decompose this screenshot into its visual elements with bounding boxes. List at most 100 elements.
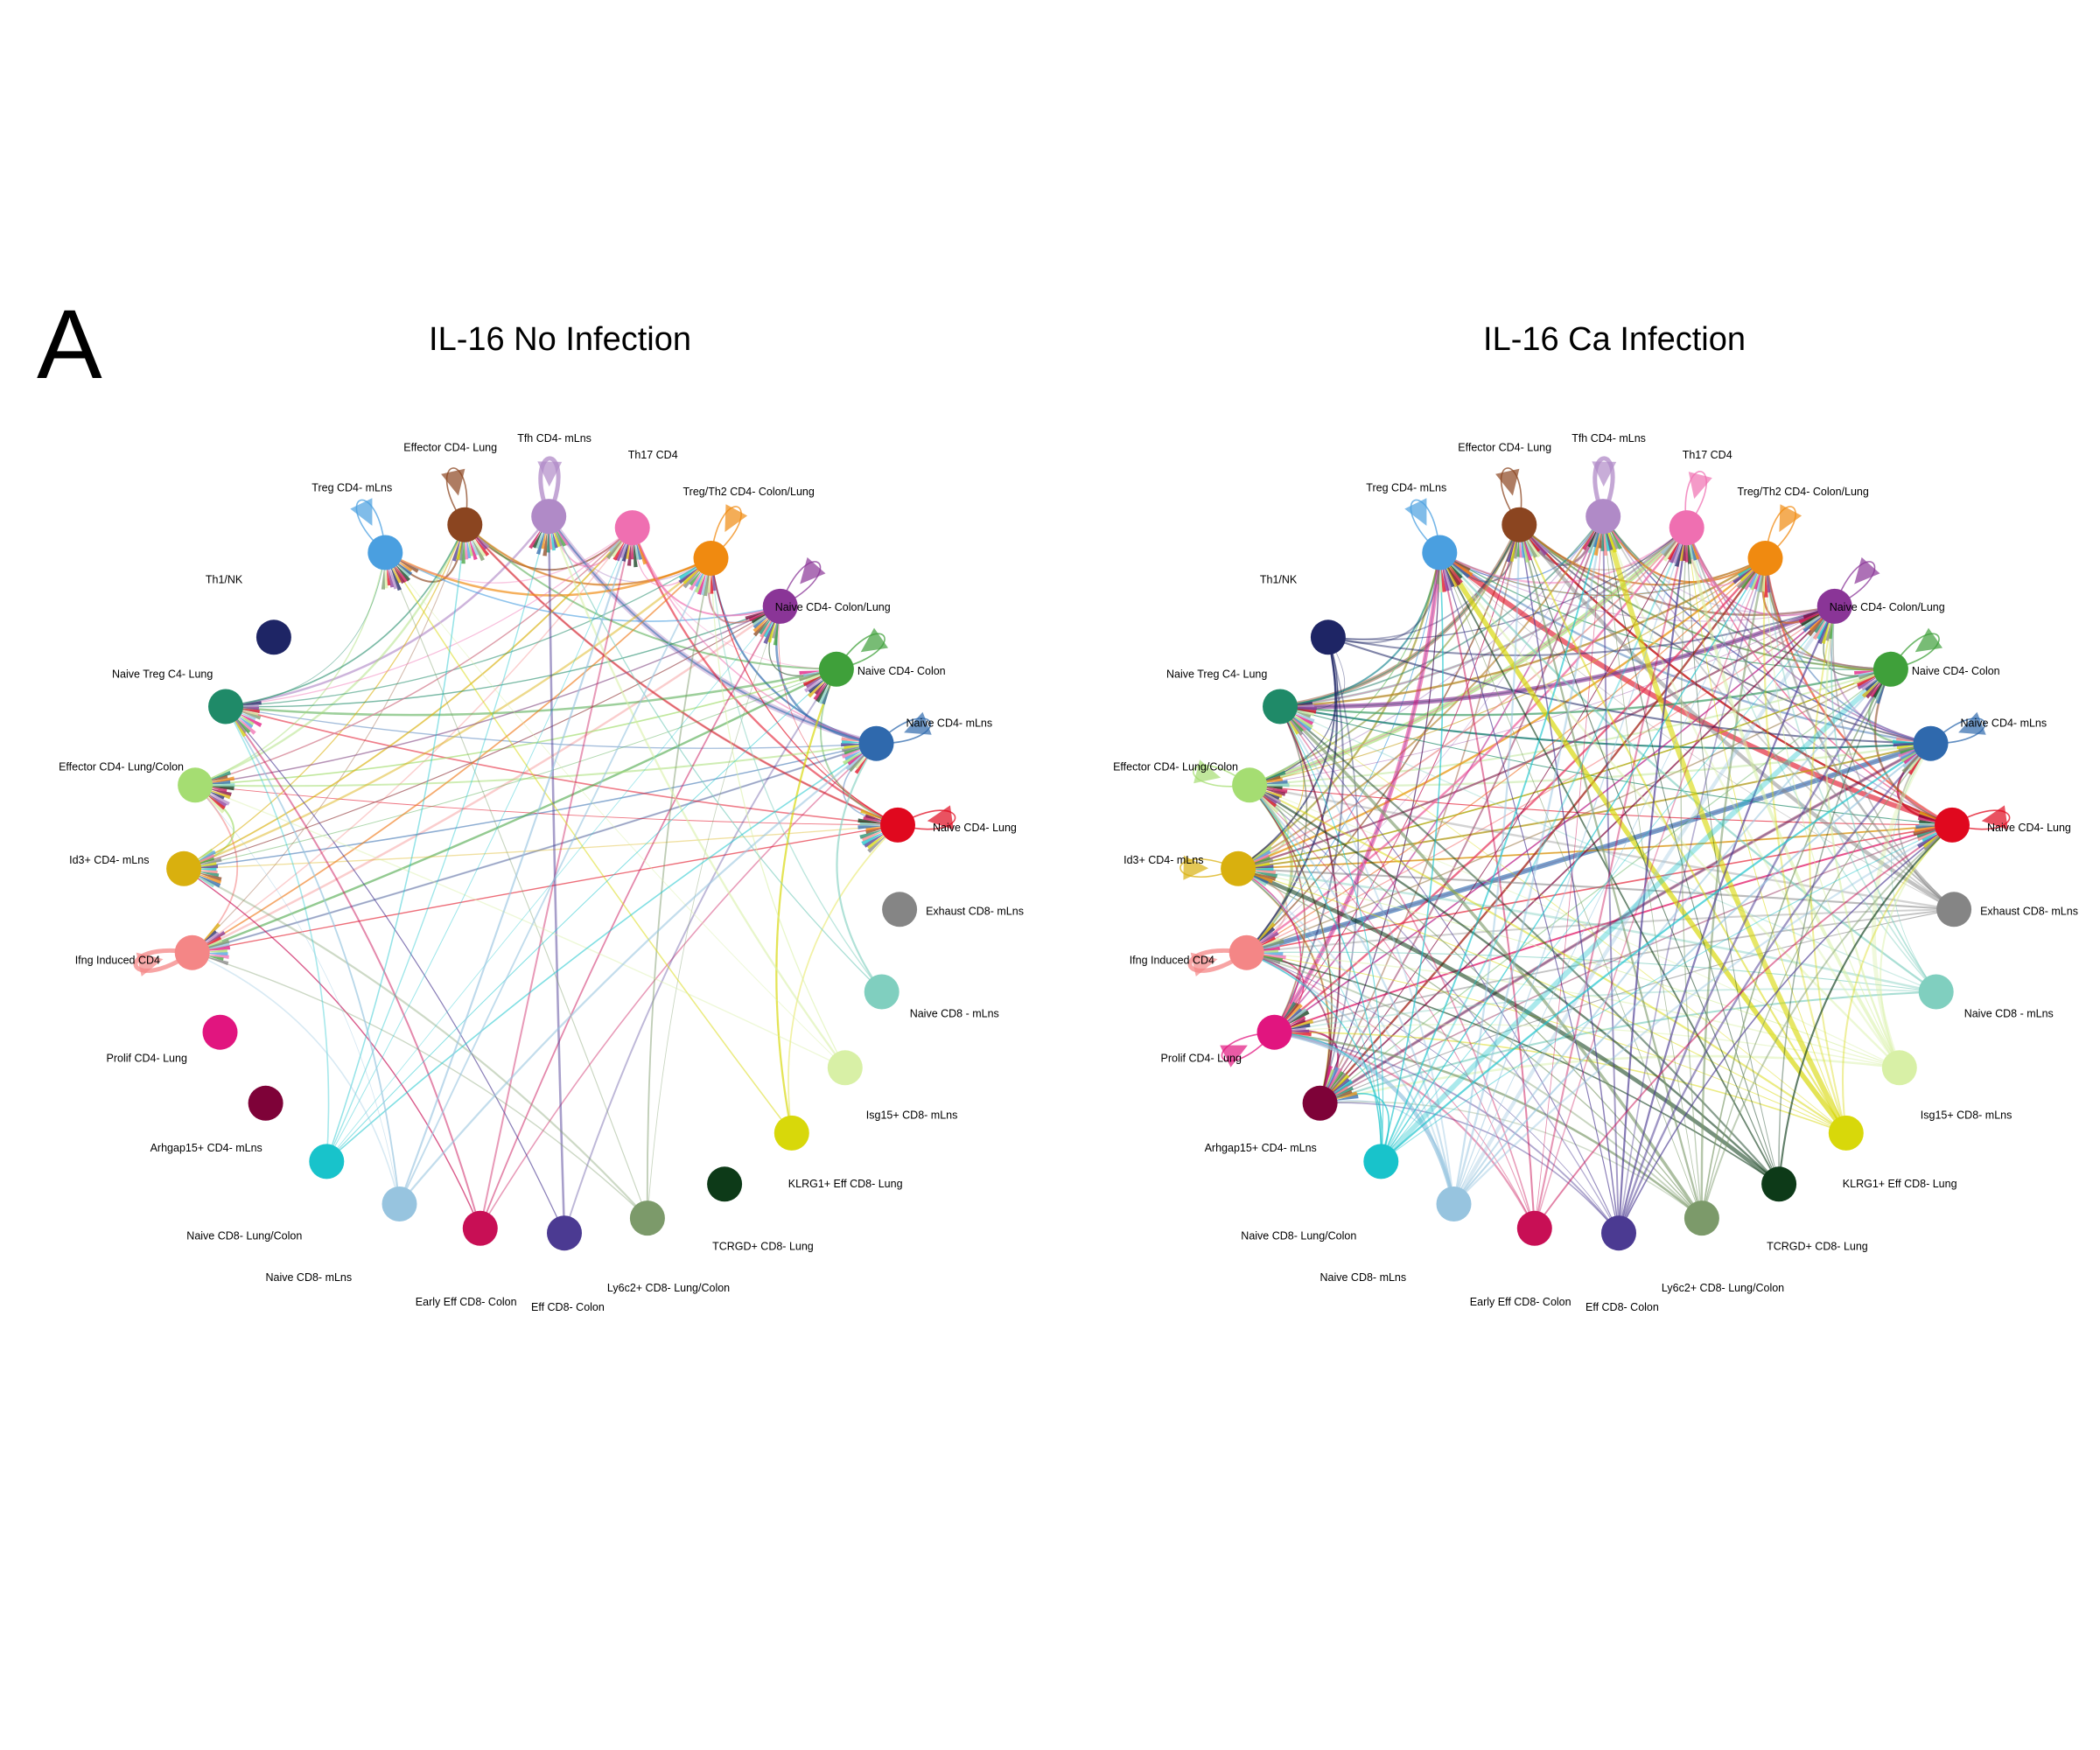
arrowhead-treg-cd4-mlns [393, 562, 410, 582]
arrowhead-effector-cd4-lung-colon [1261, 777, 1284, 783]
arrowhead-naive-treg-c4-lung [1292, 704, 1315, 708]
node-ly6c2-cd8-lung-colon [1684, 1200, 1719, 1236]
arrowhead-effector-cd4-lung-colon [1259, 792, 1278, 805]
edge-naive-cd4-colon-to-ifng-induced-cd4 [192, 668, 837, 954]
edge-ly6c2-cd8-lung-colon-to-naive-cd4-colon-lung [647, 606, 781, 1219]
arrowhead-naive-cd4-mlns [848, 752, 868, 773]
edge-naive-cd8-mlns-to-prolif-cd4-lung [1274, 1030, 1456, 1205]
edge-naive-cd4-lung-to-effector-cd4-lung-colon [195, 784, 899, 826]
arrowhead-tfh-cd4-mlns [1582, 527, 1598, 551]
arrowhead-naive-cd4-lung [860, 808, 886, 821]
node-label-klrg1-eff-cd8-lung: KLRG1+ Eff CD8- Lung [788, 1178, 903, 1190]
arrowhead-naive-treg-c4-lung [238, 707, 259, 710]
arrowhead-effector-cd4-lung [1528, 533, 1550, 554]
edge-th17-cd4-to-naive-cd4-mlns [1686, 527, 1931, 745]
edge-early-eff-cd8-colon-to-ifng-induced-cd4 [1246, 952, 1536, 1229]
edge-prolif-cd4-lung-to-tfh-cd4-mlns [1274, 515, 1604, 1033]
edge-naive-cd8-mlns-to-ifng-induced-cd4 [1246, 951, 1936, 993]
edge-eff-cd8-colon-to-effector-cd4-lung-colon [1249, 784, 1620, 1234]
edge-naive-cd8-lung-colon-to-id3-cd4-mlns [1237, 868, 1382, 1162]
edge-naive-treg-c4-lung-to-effector-cd4-lung [225, 524, 466, 708]
arrowhead-treg-cd4-mlns [391, 563, 405, 584]
node-prolif-cd4-lung [202, 1014, 238, 1050]
edge-arhgap15-cd4-mlns-to-treg-th2-cd4-colon-lung [1319, 557, 1767, 1104]
edge-naive-cd4-colon-lung-to-id3-cd4-mlns [183, 606, 780, 870]
arrowhead-id3-cd4-mlns [196, 867, 217, 872]
node-naive-cd8-lung-colon [1363, 1144, 1399, 1180]
self-loop-effector-cd4-lung-colon [1193, 765, 1250, 788]
self-loop-arrow-treg-th2-cd4-colon-lung [724, 504, 748, 532]
edge-th1-nk-to-naive-cd4-colon-lung [1327, 605, 1836, 656]
self-loop-th17-cd4 [1684, 471, 1707, 528]
node-label-naive-treg-c4-lung: Naive Treg C4- Lung [1166, 668, 1267, 681]
arrowhead-treg-th2-cd4-colon-lung [1740, 568, 1758, 590]
edge-tcrgd-cd8-lung-to-th17-cd4 [1686, 528, 1780, 1185]
arrowhead-effector-cd4-lung [470, 536, 485, 562]
arrowhead-naive-cd4-colon [814, 678, 829, 695]
arrowhead-effector-cd4-lung-colon [1261, 789, 1283, 799]
edge-naive-cd8-lung-colon-to-treg-th2-cd4-colon-lung [1380, 557, 1767, 1162]
arrowhead-effector-cd4-lung [469, 536, 480, 556]
arrowhead-tfh-cd4-mlns [1606, 528, 1617, 553]
arrowhead-treg-th2-cd4-colon-lung [689, 568, 704, 592]
arrowhead-naive-cd4-mlns [854, 753, 870, 774]
arrowhead-naive-cd4-colon [805, 673, 825, 682]
arrowhead-treg-th2-cd4-colon-lung [678, 565, 702, 584]
arrowhead-naive-cd4-lung [1917, 831, 1942, 849]
edge-eff-cd8-colon-to-ifng-induced-cd4 [1246, 952, 1620, 1234]
arrowhead-treg-th2-cd4-colon-lung [1750, 569, 1760, 591]
arrowhead-treg-cd4-mlns [394, 561, 410, 578]
self-loop-naive-cd4-lung [1951, 809, 2011, 830]
edge-naive-cd8-mlns-to-naive-cd4-mlns [1452, 742, 1932, 1205]
node-label-arhgap15-cd4-mlns: Arhgap15+ CD4- mLns [150, 1142, 262, 1154]
edge-naive-cd8-lung-colon-to-th17-cd4 [1380, 527, 1688, 1162]
edge-naive-cd4-lung-to-effector-cd4-lung-colon [1250, 784, 1953, 826]
arrowhead-naive-cd4-colon [818, 680, 831, 704]
network-ca-infection: Treg CD4- mLns Effector CD4- Lung Tfh CD4-… [1113, 432, 2078, 1313]
arrowhead-naive-cd4-colon [799, 672, 825, 682]
arrowhead-ifng-induced-cd4 [1255, 922, 1276, 944]
arrowhead-id3-cd4-mlns [194, 873, 221, 888]
arrowhead-naive-cd4-colon [1874, 680, 1886, 701]
edge-naive-cd8-mlns-to-tfh-cd4-mlns [1452, 515, 1605, 1205]
edge-klrg1-eff-cd8-lung-to-naive-treg-c4-lung [1279, 706, 1847, 1134]
arrowhead-ifng-induced-cd4 [203, 936, 222, 948]
arrowhead-prolif-cd4-lung [1282, 1002, 1299, 1023]
edge-isg15-cd8-mlns-to-treg-th2-cd4-colon-lung [1764, 557, 1900, 1068]
arrowhead-tfh-cd4-mlns [541, 528, 547, 550]
arrowhead-naive-cd4-mlns [1896, 745, 1919, 750]
edge-naive-cd8-lung-colon-to-arhgap15-cd4-mlns [1320, 1093, 1390, 1162]
self-loop-arrow-treg-th2-cd4-colon-lung [1779, 504, 1802, 532]
arrowhead-effector-cd4-lung-colon [1262, 780, 1288, 785]
edge-naive-cd8-mlns-to-effector-cd4-lung-colon [194, 785, 400, 1205]
arrowhead-th17-cd4 [1687, 540, 1692, 564]
edge-naive-cd8-mlns-to-naive-cd4-mlns [398, 742, 878, 1205]
arrowhead-tfh-cd4-mlns [554, 527, 566, 547]
arrowhead-naive-cd4-colon [1856, 674, 1880, 687]
edge-effector-cd4-lung-to-arhgap15-cd4-mlns [1319, 524, 1521, 1104]
arrowhead-treg-th2-cd4-colon-lung [1767, 570, 1771, 593]
node-naive-cd4-colon [818, 651, 854, 687]
node-isg15-cd8-mlns [827, 1050, 863, 1086]
node-label-tcrgd-cd8-lung: TCRGD+ CD8- Lung [1767, 1240, 1868, 1252]
arrowhead-effector-cd4-lung-colon [207, 780, 231, 785]
node-treg-cd4-mlns [368, 535, 403, 570]
node-effector-cd4-lung-colon [1232, 767, 1268, 803]
node-isg15-cd8-mlns [1881, 1050, 1917, 1086]
node-label-ly6c2-cd8-lung-colon: Ly6c2+ CD8- Lung/Colon [607, 1282, 730, 1294]
edge-eff-cd8-colon-to-th17-cd4 [1617, 527, 1688, 1234]
arrowhead-effector-cd4-lung [452, 536, 462, 562]
arrowhead-treg-cd4-mlns [1447, 562, 1463, 579]
arrowhead-naive-cd4-lung [867, 833, 889, 853]
edge-eff-cd8-colon-to-tfh-cd4-mlns [547, 516, 566, 1234]
arrowhead-th17-cd4 [1669, 538, 1682, 564]
node-exhaust-cd8-mlns [882, 892, 918, 928]
arrowhead-treg-cd4-mlns [1438, 564, 1443, 592]
edge-naive-treg-c4-lung-to-naive-cd4-lung [1279, 705, 1953, 826]
node-naive-cd8-mlns [1436, 1186, 1472, 1222]
node-label-th1-nk: Th1/NK [1260, 573, 1298, 585]
edge-ly6c2-cd8-lung-colon-to-treg-th2-cd4-colon-lung [1700, 557, 1767, 1219]
edge-early-eff-cd8-colon-to-naive-cd4-lung [1534, 824, 1953, 1229]
arrowhead-naive-treg-c4-lung [235, 714, 254, 729]
arrowhead-naive-treg-c4-lung [1291, 712, 1313, 726]
